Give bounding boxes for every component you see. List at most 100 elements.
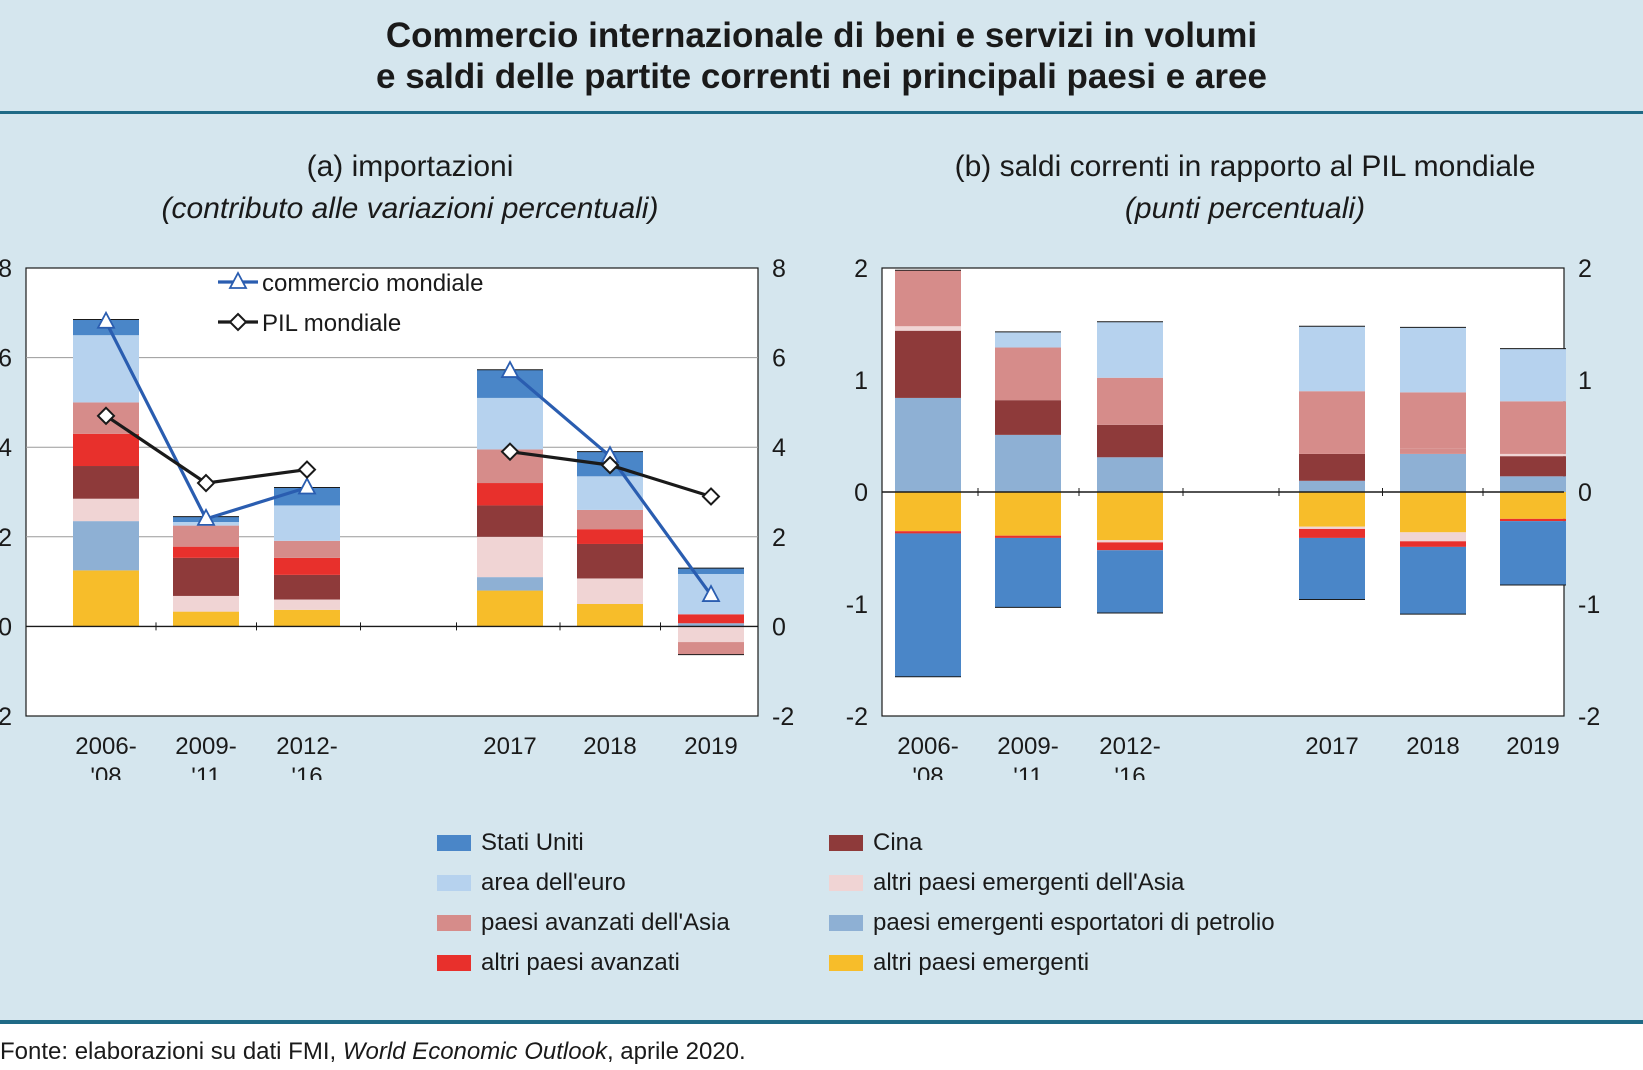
chart-a-ytick-left: 8	[0, 255, 12, 283]
legend-label: Cina	[873, 829, 923, 856]
chart-a-marker-triangle	[96, 310, 116, 329]
chart-b-bar-altri_avanzati	[895, 531, 961, 534]
legend-item-altri-avanzati: altri paesi avanzati	[437, 948, 680, 978]
chart-b-bar-petrolio	[1299, 480, 1365, 492]
legend-swatch	[829, 915, 863, 931]
chart-a-xtick-label: '08	[90, 763, 121, 780]
chart-a-ytick-right: 4	[772, 434, 786, 462]
chart-b-xtick-label: '11	[1013, 763, 1043, 780]
chart-b-xtick-label: 2018	[1406, 733, 1459, 760]
chart-a-bar-altri_avanzati	[173, 546, 239, 558]
chart-title-line-2: e saldi delle partite correnti nei princ…	[376, 57, 1267, 96]
chart-b-ytick-left: -2	[846, 703, 868, 731]
source-prefix: Fonte: elaborazioni su dati FMI,	[0, 1038, 343, 1065]
legend-label: paesi avanzati dell'Asia	[481, 909, 730, 936]
chart-b-bar-asia_emergenti	[1400, 532, 1466, 542]
chart-b-ytick-right: 0	[1578, 479, 1592, 507]
chart-b-xtick-label: '16	[1114, 763, 1145, 780]
chart-title-line-1: Commercio internazionale di beni e servi…	[385, 16, 1258, 55]
chart-a-xtick-label: '16	[291, 763, 322, 780]
chart-a-xtick-label: 2019	[684, 733, 737, 760]
chart-b-bar-asia_emergenti	[1097, 540, 1163, 543]
chart-a-xtick-label: '11	[191, 763, 221, 780]
chart-b-bar-stati_uniti	[1097, 550, 1163, 613]
legend-swatch	[437, 875, 471, 891]
chart-b-xtick-label: 2019	[1506, 733, 1559, 760]
chart-b-ytick-right: -1	[1578, 591, 1600, 619]
legend-label: paesi emergenti esportatori di petrolio	[873, 909, 1275, 936]
chart-a-marker-diamond	[701, 487, 721, 506]
chart-b-bar-altri_avanzati	[1500, 518, 1566, 522]
chart-b-bar-petrolio	[995, 434, 1061, 492]
legend-swatch	[829, 835, 863, 851]
source-suffix: , aprile 2020.	[606, 1038, 746, 1065]
chart-a-bar-asia_emergenti	[73, 498, 139, 522]
chart-b-ytick-right: 1	[1578, 367, 1592, 395]
figure-background: Commercio internazionale di beni e servi…	[0, 0, 1643, 1022]
chart-b-bar-asia_avanzati	[995, 347, 1061, 401]
chart-b-bar-area_euro	[1500, 348, 1566, 402]
chart-b-bar-altri_avanzati	[1400, 541, 1466, 547]
chart-b-bar-asia_avanzati	[1500, 401, 1566, 454]
chart-a-xtick-label: 2009-	[175, 733, 236, 760]
chart-a-bar-asia_avanzati	[173, 525, 239, 547]
chart-b-bar-area_euro	[1400, 327, 1466, 393]
chart-b-bar-stati_uniti	[1500, 521, 1566, 585]
chart-b-bar-cina	[1097, 424, 1163, 458]
chart-a-bar-petrolio	[477, 577, 543, 591]
chart-b-bar-area_euro	[1299, 326, 1365, 392]
bottom-rule	[0, 1020, 1643, 1024]
chart-a-bar-altri_emergenti	[577, 604, 643, 627]
chart-b-bar-asia_avanzati	[1400, 448, 1466, 454]
chart-a-bar-cina	[73, 466, 139, 499]
chart-a-bar-asia_avanzati	[678, 642, 744, 655]
chart-b-bar-petrolio	[1097, 457, 1163, 492]
chart-a-marker-triangle	[297, 476, 317, 495]
chart-a-bar-petrolio	[678, 623, 744, 627]
chart-b-bar-altri_avanzati	[1097, 542, 1163, 551]
chart-b-bar-petrolio	[895, 397, 961, 492]
chart-a-bar-petrolio	[73, 521, 139, 571]
chart-a-importazioni: -2 -2 0 0 2 2 4 4 6 6 8 8 2006- '08 2009- '11 2012- '16 20…	[0, 255, 794, 780]
chart-a-marker-triangle	[500, 360, 520, 378]
chart-b-bar-petrolio	[1500, 476, 1566, 492]
chart-a-bar-area_euro	[73, 335, 139, 403]
chart-a-ytick-right: 2	[772, 524, 786, 552]
chart-b-xtick-label: 2009-	[997, 733, 1058, 760]
chart-a-bar-cina	[173, 557, 239, 596]
chart-b-ytick-left: -1	[846, 591, 868, 619]
chart-a-bar-cina	[274, 574, 340, 600]
legend-item-cina: Cina	[829, 828, 922, 858]
chart-a-bar-area_euro	[274, 505, 340, 541]
chart-b-xtick-label: '08	[912, 763, 943, 780]
chart-a-bar-altri_avanzati	[678, 614, 744, 624]
chart-a-ytick-right: 8	[772, 255, 786, 283]
legend-label: Stati Uniti	[481, 829, 584, 856]
chart-a-bar-altri_emergenti	[173, 611, 239, 627]
chart-a-legend-diamond-icon	[228, 312, 248, 332]
legend-swatch	[829, 875, 863, 891]
chart-b-bar-stati_uniti	[1400, 546, 1466, 615]
chart-a-legend-label: commercio mondiale	[262, 270, 483, 297]
chart-b-bar-asia_avanzati	[1400, 392, 1466, 449]
chart-a-bar-area_euro	[477, 397, 543, 450]
chart-a-xtick-label: 2017	[483, 733, 536, 760]
legend-item-area-euro: area dell'euro	[437, 868, 626, 898]
chart-a-bar-cina	[477, 505, 543, 537]
chart-b-bar-cina	[1299, 453, 1365, 481]
legend-item-petrolio: paesi emergenti esportatori di petrolio	[829, 908, 1275, 938]
chart-b-bar-altri_emergenti	[1500, 492, 1566, 519]
chart-a-bar-asia_emergenti	[477, 536, 543, 578]
legend-item-stati-uniti: Stati Uniti	[437, 828, 584, 858]
chart-b-ytick-left: 0	[854, 479, 868, 507]
chart-a-bar-altri_emergenti	[274, 609, 340, 627]
title-band: Commercio internazionale di beni e servi…	[0, 0, 1643, 114]
chart-a-marker-triangle	[701, 584, 721, 602]
chart-b-bar-area_euro	[995, 331, 1061, 348]
chart-a-ytick-right: 0	[772, 613, 786, 641]
source-note: Fonte: elaborazioni su dati FMI, World E…	[0, 1038, 746, 1066]
chart-a-bar-asia_emergenti	[577, 578, 643, 604]
chart-b-xtick-label: 2017	[1305, 733, 1358, 760]
chart-a-bar-altri_avanzati	[577, 529, 643, 544]
chart-a-marker-diamond	[600, 455, 620, 475]
